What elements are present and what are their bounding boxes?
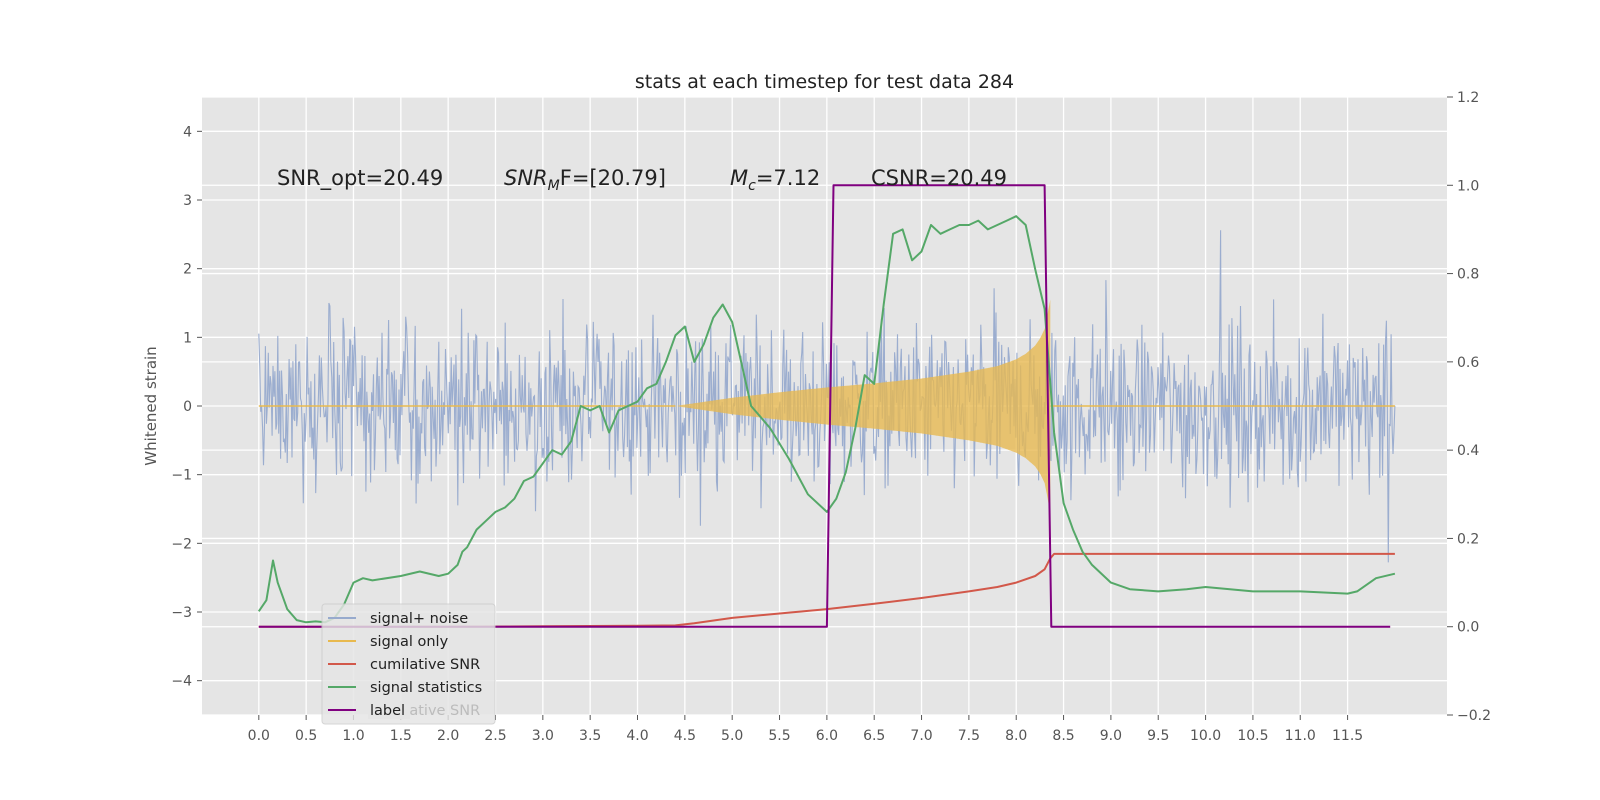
- series-signal-noise: [258, 230, 1396, 563]
- y-tick-label: −4: [171, 674, 192, 690]
- x-tick-label: 8.5: [1052, 728, 1074, 744]
- y2-tick-label: 0.2: [1457, 531, 1479, 547]
- x-tick-label: 10.0: [1190, 728, 1221, 744]
- x-tick-label: 1.5: [390, 728, 412, 744]
- x-tick-label: 10.5: [1237, 728, 1268, 744]
- x-tick-label: 11.0: [1285, 728, 1316, 744]
- annotation-snr-mf: SNRMF=[20.79]: [504, 166, 666, 194]
- x-tick-label: 11.5: [1332, 728, 1363, 744]
- annotation-mc-main: M: [730, 166, 748, 190]
- annotation-chirp-mass: Mc=7.12: [730, 166, 820, 194]
- axes: 0.0 0.5 1.0 1.5 2.0 2.5 3.0 3.5 4.0 4.5 5.0 5.5 6.0 6…: [171, 90, 1491, 744]
- x-tick-label: 5.0: [721, 728, 743, 744]
- legend: signal+ noise signal only cumilative SNR si…: [321, 603, 496, 725]
- x-tick-label: 0.0: [248, 728, 270, 744]
- x-tick-label: 1.0: [342, 728, 364, 744]
- x-tick-label: 6.5: [863, 728, 885, 744]
- annotation-snr-mf-main: SNR: [504, 166, 548, 190]
- y-tick-label: 4: [183, 124, 192, 140]
- legend-entry: signal+ noise: [370, 611, 468, 627]
- annotation-snr-mf-rest: F=[20.79]: [560, 166, 666, 190]
- y-tick-label: 0: [183, 399, 192, 415]
- y2-tick-label: 0.4: [1457, 443, 1479, 459]
- series-signal-statistics: [257, 215, 1396, 624]
- x-tick-label: 9.5: [1147, 728, 1169, 744]
- y-axis-label: Whitened strain: [142, 346, 160, 465]
- y2-tick-label: 1.2: [1457, 90, 1479, 106]
- series-signal-only-fill: [675, 299, 1051, 513]
- y2-tick-label: 0.6: [1457, 355, 1479, 371]
- x-tick-label: 2.5: [484, 728, 506, 744]
- plot-series: [257, 184, 1396, 628]
- annotation-snr-opt: SNR_opt=20.49: [277, 166, 443, 191]
- x-tick-label: 6.0: [816, 728, 838, 744]
- legend-entry: signal only: [370, 634, 449, 650]
- y-tick-label: 3: [183, 193, 192, 209]
- x-tick-label: 4.0: [626, 728, 648, 744]
- x-tick-label: 3.0: [532, 728, 554, 744]
- annotation-mc-sub: c: [748, 178, 756, 194]
- y2-tick-label: 0.8: [1457, 267, 1479, 283]
- x-tick-label: 2.0: [437, 728, 459, 744]
- annotation-csnr: CSNR=20.49: [871, 166, 1007, 190]
- y-tick-label: −2: [171, 536, 192, 552]
- legend-entry: cumilative SNR: [370, 657, 480, 673]
- y2-tick-label: −0.2: [1457, 708, 1491, 724]
- x-tick-label: 5.5: [768, 728, 790, 744]
- annotation-snr-mf-sub: M: [548, 178, 560, 194]
- x-tick-label: 9.0: [1100, 728, 1122, 744]
- y-tick-label: −1: [171, 468, 192, 484]
- x-tick-label: 4.5: [674, 728, 696, 744]
- y-tick-label: 2: [183, 262, 192, 278]
- legend-box: [321, 603, 496, 725]
- x-tick-label: 7.0: [910, 728, 932, 744]
- y2-tick-label: 0.0: [1457, 620, 1479, 636]
- legend-entry: signal statistics: [370, 680, 482, 696]
- x-tick-label: 0.5: [295, 728, 317, 744]
- annotations: SNR_opt=20.49 SNRMF=[20.79] Mc=7.12 CSNR=20…: [277, 166, 1007, 194]
- legend-entry-label-overlay: label: [370, 703, 405, 719]
- x-tick-label: 3.5: [579, 728, 601, 744]
- y-tick-label: 1: [183, 330, 192, 346]
- series-label: [258, 184, 1391, 628]
- y2-tick-label: 1.0: [1457, 178, 1479, 194]
- chart-title: stats at each timestep for test data 284: [635, 71, 1014, 93]
- annotation-mc-rest: =7.12: [756, 166, 820, 190]
- x-tick-label: 8.0: [1005, 728, 1027, 744]
- legend-label-backdrop: [368, 701, 410, 719]
- x-tick-label: 7.5: [958, 728, 980, 744]
- y-tick-label: −3: [171, 605, 192, 621]
